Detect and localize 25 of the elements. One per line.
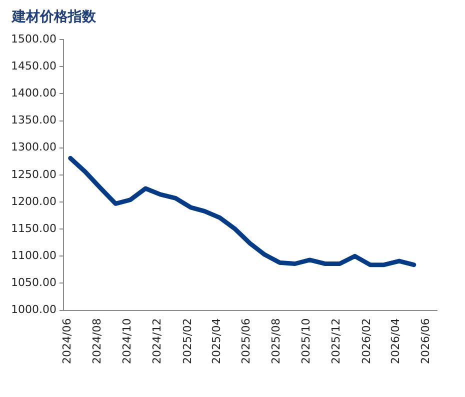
x-tick-label: 2025/10 bbox=[300, 318, 313, 364]
x-tick-label: 2024/08 bbox=[90, 318, 104, 364]
x-tick-label: 2025/04 bbox=[210, 318, 223, 364]
y-tick-label: 1050.00 bbox=[10, 276, 56, 290]
y-tick-label: 1400.00 bbox=[10, 86, 56, 100]
x-tick-label: 2024/12 bbox=[150, 318, 164, 364]
chart-title: 建材价格指数 bbox=[12, 8, 96, 26]
x-tick-label: 2025/02 bbox=[180, 318, 194, 364]
y-tick-label: 1300.00 bbox=[10, 140, 56, 154]
x-tick-label: 2025/06 bbox=[240, 318, 253, 364]
y-tick-label: 1350.00 bbox=[10, 114, 56, 127]
x-tick-label: 2026/06 bbox=[419, 318, 432, 364]
x-tick-label: 2024/10 bbox=[120, 318, 134, 364]
x-tick-label: 2024/06 bbox=[60, 318, 74, 364]
x-tick-label: 2026/02 bbox=[360, 318, 374, 364]
y-tick-label: 1150.00 bbox=[10, 222, 56, 235]
x-tick-label: 2026/04 bbox=[389, 318, 402, 364]
y-tick-label: 1250.00 bbox=[10, 168, 56, 181]
y-tick-label: 1100.00 bbox=[10, 249, 56, 262]
y-tick-label: 1000.00 bbox=[10, 303, 56, 316]
y-tick-label: 1200.00 bbox=[10, 194, 56, 208]
y-tick-label: 1500.00 bbox=[10, 32, 56, 46]
y-tick-label: 1450.00 bbox=[10, 60, 56, 73]
x-tick-label: 2025/12 bbox=[330, 318, 343, 364]
x-tick-label: 2025/08 bbox=[270, 318, 283, 364]
